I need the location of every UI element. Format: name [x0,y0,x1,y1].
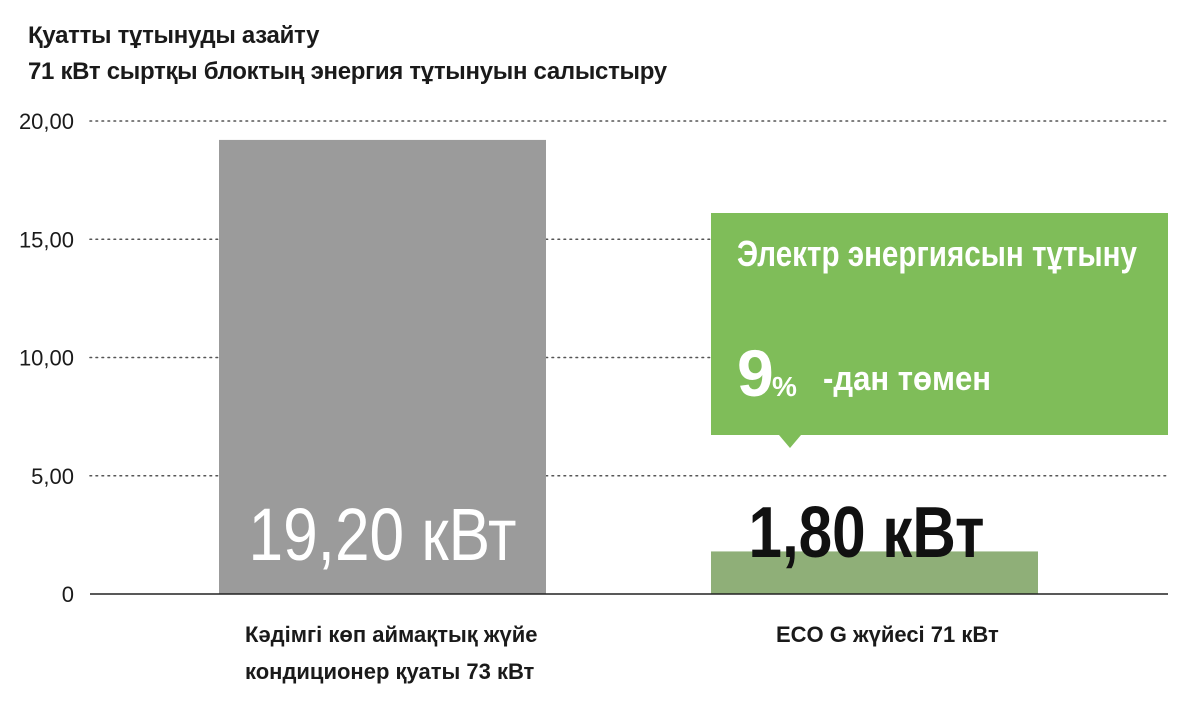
callout-suffix: -дан төмен [823,360,991,398]
bar-value-label: 19,20 кВт [249,493,517,576]
y-tick-label: 5,00 [31,464,74,489]
category-label: кондиционер қуаты 73 кВт [245,659,535,684]
bar-2 [711,551,1038,594]
bar-value-label: 1,80 кВт [749,493,985,573]
y-tick-label: 15,00 [19,227,74,252]
callout-number: 9 [737,336,774,410]
callout-percent: % [772,371,797,402]
category-labels: Кәдімгі көп аймақтық жүйе кондиционер қуа… [245,622,999,684]
callout: Электр энергиясын тұтыну 9% -дан төмен [711,213,1168,448]
y-tick-label: 0 [62,582,74,607]
bars [219,139,1038,595]
callout-box [711,213,1168,435]
chart-title: Қуатты тұтынуды азайту [28,22,320,49]
y-tick-label: 10,00 [19,346,74,371]
chart-subtitle: 71 кВт сыртқы блоктың энергия тұтынуын с… [28,58,667,85]
y-tick-label: 20,00 [19,109,74,134]
callout-pointer [779,435,801,448]
y-axis-ticks: 0 5,00 10,00 15,00 20,00 [19,109,74,607]
bar-1 [219,139,546,595]
category-label: Кәдімгі көп аймақтық жүйе [245,622,538,647]
bar-value-labels: 19,20 кВт 1,80 кВт [249,493,985,576]
category-label: ECO G жүйесі 71 кВт [776,622,999,647]
callout-line1: Электр энергиясын тұтыну [737,233,1137,274]
